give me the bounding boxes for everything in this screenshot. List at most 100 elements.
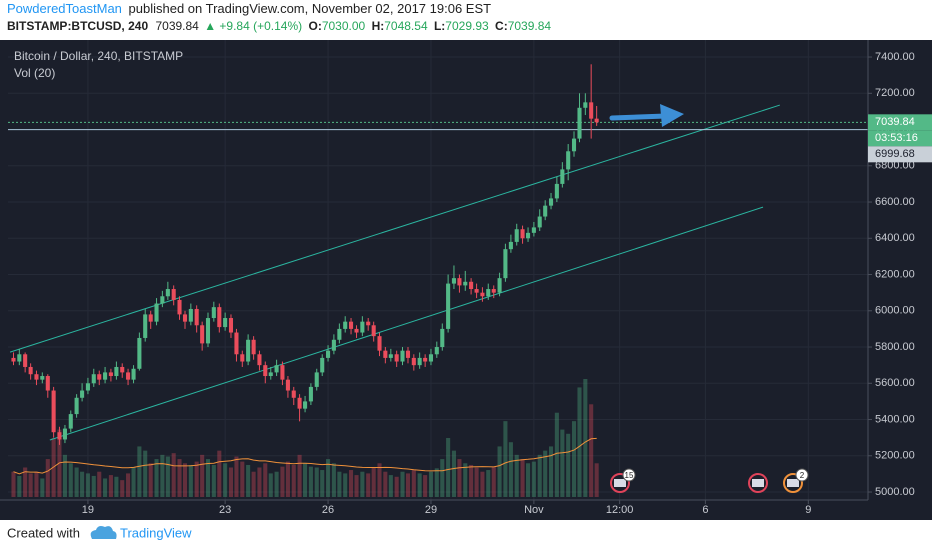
candle-body: [388, 354, 393, 358]
candle-body: [326, 350, 331, 358]
candle-body: [354, 328, 359, 333]
x-tick-label: 26: [322, 504, 334, 516]
y-tick-label: 6400.00: [875, 232, 915, 244]
y-tick-label: 5800.00: [875, 341, 915, 353]
candle-body: [177, 299, 182, 315]
volume-bar: [480, 471, 485, 497]
arrow-shaft: [609, 113, 669, 121]
volume-bar: [474, 467, 479, 497]
x-tick-label: Nov: [524, 504, 544, 516]
candle-body: [257, 354, 262, 366]
volume-bar: [74, 467, 79, 497]
volume-bar: [348, 470, 354, 497]
volume-bar: [223, 463, 228, 497]
volume-bar: [148, 463, 153, 497]
volume-bar: [246, 464, 251, 497]
volume-bar: [251, 471, 256, 497]
y-tick-label: 7400.00: [875, 51, 915, 63]
volume-bar: [143, 450, 148, 497]
y-tick-label: 7200.00: [875, 87, 915, 99]
close-label: C:: [495, 19, 508, 33]
y-tick-label: 5000.00: [875, 486, 915, 498]
author[interactable]: PowderedToastMan: [7, 1, 122, 16]
volume-bar: [68, 463, 73, 497]
candle-body: [223, 318, 228, 328]
candle-body: [17, 354, 22, 362]
volume-bar: [383, 471, 388, 497]
volume-bar: [394, 476, 399, 497]
low-label: L:: [434, 19, 445, 33]
volume-bar: [503, 421, 508, 497]
candle-body: [514, 229, 519, 242]
candle-body: [331, 339, 336, 351]
candle-body: [160, 296, 165, 304]
volume-bar: [17, 475, 22, 497]
volume-bar: [577, 387, 582, 497]
candle-body: [108, 372, 113, 377]
volume-bar: [411, 470, 416, 497]
candle-body: [268, 372, 273, 377]
candle-body: [383, 350, 388, 358]
volume-bar: [520, 459, 525, 497]
volume-legend: Vol (20): [14, 66, 55, 80]
volume-bar: [188, 464, 193, 497]
volume-bar: [240, 461, 245, 497]
volume-bar: [23, 467, 28, 497]
candle-body: [211, 307, 216, 319]
x-tick-label: 12:00: [606, 504, 634, 516]
volume-bar: [177, 459, 182, 497]
candle-body: [560, 169, 565, 184]
footer-brand[interactable]: TradingView: [120, 525, 192, 540]
volume-bar: [91, 475, 96, 497]
candle-body: [285, 379, 290, 391]
candle-body: [51, 390, 56, 433]
candle-body: [508, 241, 513, 250]
events: 15 2: [610, 468, 809, 493]
candle-body: [446, 283, 451, 329]
candle-body: [428, 354, 434, 362]
candle-body: [303, 401, 308, 409]
volume-bar: [103, 478, 108, 497]
volume-bar: [97, 471, 102, 497]
volume-bar: [291, 464, 296, 497]
volume-bar: [160, 454, 165, 497]
volume-pane: [11, 379, 599, 497]
volume-bar: [405, 473, 411, 497]
candle-body: [85, 383, 90, 391]
volume-bar: [440, 459, 445, 497]
candle-body: [497, 278, 502, 293]
candle-body: [165, 289, 170, 297]
candle-body: [411, 357, 416, 366]
candle-body: [148, 314, 153, 322]
high: 7048.54: [384, 19, 428, 33]
candle-body: [74, 397, 79, 415]
candle-body: [320, 357, 325, 373]
x-tick-label: 23: [219, 504, 231, 516]
candle-body: [469, 281, 474, 290]
volume-bar: [85, 473, 90, 497]
volume-bar: [388, 475, 393, 497]
symbol: BITSTAMP:BTCUSD, 240: [7, 19, 148, 33]
volume-bar: [548, 446, 554, 497]
candle-body: [474, 289, 479, 293]
countdown-label: 03:53:16: [875, 132, 918, 144]
candle-body: [114, 366, 119, 377]
chart-bg: [0, 40, 932, 520]
candle-body: [274, 365, 279, 373]
candle-body: [405, 350, 411, 358]
countdown-box: [868, 130, 932, 147]
candle-body: [131, 368, 136, 380]
ref-price-label: 6999.68: [875, 148, 915, 160]
candle-body: [246, 339, 251, 362]
y-tick-label: 6800.00: [875, 160, 915, 172]
volume-bar: [486, 470, 491, 497]
candle-body: [491, 289, 496, 293]
volume-bar: [434, 468, 439, 497]
candle-body: [434, 347, 439, 355]
candle-body: [480, 292, 485, 297]
volume-bar: [360, 471, 365, 497]
candle-body: [194, 308, 199, 326]
volume-bar: [491, 466, 496, 497]
header-bg: [0, 0, 932, 40]
